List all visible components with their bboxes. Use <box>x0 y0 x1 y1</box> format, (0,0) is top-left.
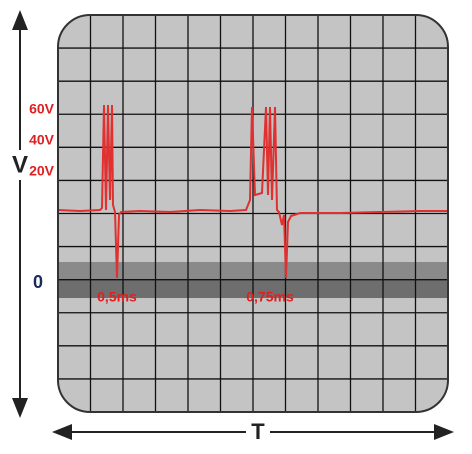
t-label-bg <box>246 420 270 446</box>
zero-label: 0 <box>33 272 43 292</box>
v-label-bg <box>8 150 32 180</box>
level-label: 40V <box>29 132 55 148</box>
level-label: 20V <box>29 163 55 179</box>
v-label: V <box>12 151 28 178</box>
t-label: T <box>251 419 265 444</box>
trace <box>58 104 448 279</box>
level-label: 60V <box>29 101 55 117</box>
time-annotation: 0,5ms <box>97 289 137 305</box>
time-annotation: 0,75ms <box>246 289 294 305</box>
screen-border <box>57 14 449 413</box>
screen-content <box>58 15 448 412</box>
